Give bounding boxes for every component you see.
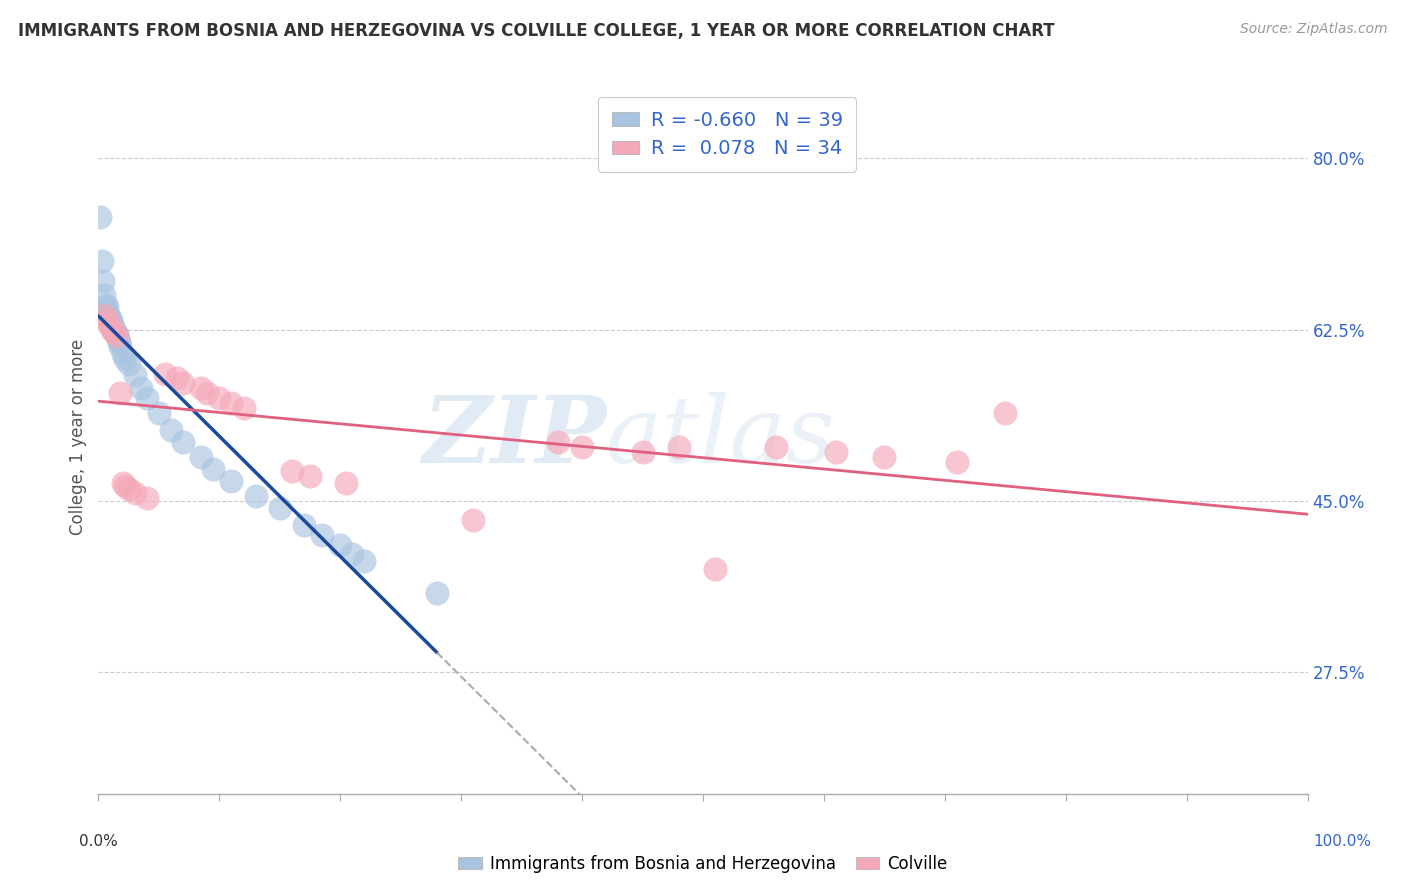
- Point: [221, 396, 243, 410]
- Point: [342, 548, 364, 562]
- Point: [96, 306, 118, 320]
- Point: [129, 381, 152, 395]
- Text: atlas: atlas: [606, 392, 835, 482]
- Point: [208, 391, 231, 405]
- Text: Source: ZipAtlas.com: Source: ZipAtlas.com: [1240, 22, 1388, 37]
- Point: [232, 401, 254, 415]
- Point: [172, 376, 194, 391]
- Point: [118, 482, 141, 496]
- Point: [547, 434, 569, 449]
- Point: [108, 335, 131, 350]
- Point: [202, 462, 225, 476]
- Point: [93, 288, 115, 302]
- Point: [631, 444, 654, 458]
- Point: [118, 357, 141, 371]
- Point: [111, 476, 134, 491]
- Point: [299, 469, 322, 483]
- Point: [114, 479, 136, 493]
- Point: [571, 440, 593, 454]
- Point: [93, 308, 115, 322]
- Point: [135, 391, 157, 405]
- Text: ZIP: ZIP: [422, 392, 606, 482]
- Point: [107, 332, 129, 346]
- Point: [94, 298, 117, 312]
- Point: [463, 513, 485, 527]
- Point: [98, 318, 121, 332]
- Text: IMMIGRANTS FROM BOSNIA AND HERZEGOVINA VS COLVILLE COLLEGE, 1 YEAR OR MORE CORRE: IMMIGRANTS FROM BOSNIA AND HERZEGOVINA V…: [18, 22, 1054, 40]
- Point: [98, 310, 121, 324]
- Point: [108, 386, 131, 401]
- Point: [281, 464, 304, 478]
- Point: [190, 450, 212, 464]
- Point: [105, 327, 128, 342]
- Point: [96, 312, 118, 326]
- Point: [100, 318, 122, 332]
- Point: [292, 518, 315, 533]
- Point: [104, 326, 127, 340]
- Point: [103, 322, 125, 336]
- Point: [311, 528, 333, 542]
- Point: [994, 406, 1017, 420]
- Point: [114, 351, 136, 366]
- Point: [190, 381, 212, 395]
- Point: [91, 274, 114, 288]
- Point: [245, 489, 267, 503]
- Point: [172, 434, 194, 449]
- Point: [111, 347, 134, 361]
- Point: [96, 300, 118, 314]
- Point: [825, 444, 848, 458]
- Point: [353, 554, 375, 568]
- Point: [221, 474, 243, 488]
- Point: [124, 485, 146, 500]
- Point: [100, 312, 122, 326]
- Point: [704, 562, 727, 576]
- Point: [166, 371, 188, 385]
- Legend: Immigrants from Bosnia and Herzegovina, Colville: Immigrants from Bosnia and Herzegovina, …: [451, 848, 955, 880]
- Point: [195, 386, 218, 401]
- Text: 100.0%: 100.0%: [1313, 834, 1372, 849]
- Point: [135, 491, 157, 505]
- Text: 0.0%: 0.0%: [79, 834, 118, 849]
- Point: [124, 368, 146, 383]
- Point: [108, 339, 131, 353]
- Point: [89, 210, 111, 224]
- Y-axis label: College, 1 year or more: College, 1 year or more: [69, 339, 87, 535]
- Point: [103, 326, 125, 340]
- Point: [335, 476, 357, 491]
- Point: [426, 586, 449, 600]
- Point: [100, 316, 122, 330]
- Legend: R = -0.660   N = 39, R =  0.078   N = 34: R = -0.660 N = 39, R = 0.078 N = 34: [598, 97, 856, 172]
- Point: [100, 322, 122, 336]
- Point: [153, 367, 176, 381]
- Point: [269, 501, 291, 516]
- Point: [101, 319, 124, 334]
- Point: [946, 454, 969, 468]
- Point: [873, 450, 896, 464]
- Point: [329, 538, 352, 552]
- Point: [91, 254, 114, 268]
- Point: [105, 329, 128, 343]
- Point: [148, 406, 170, 420]
- Point: [668, 440, 690, 454]
- Point: [765, 440, 787, 454]
- Point: [97, 308, 120, 322]
- Point: [160, 423, 183, 437]
